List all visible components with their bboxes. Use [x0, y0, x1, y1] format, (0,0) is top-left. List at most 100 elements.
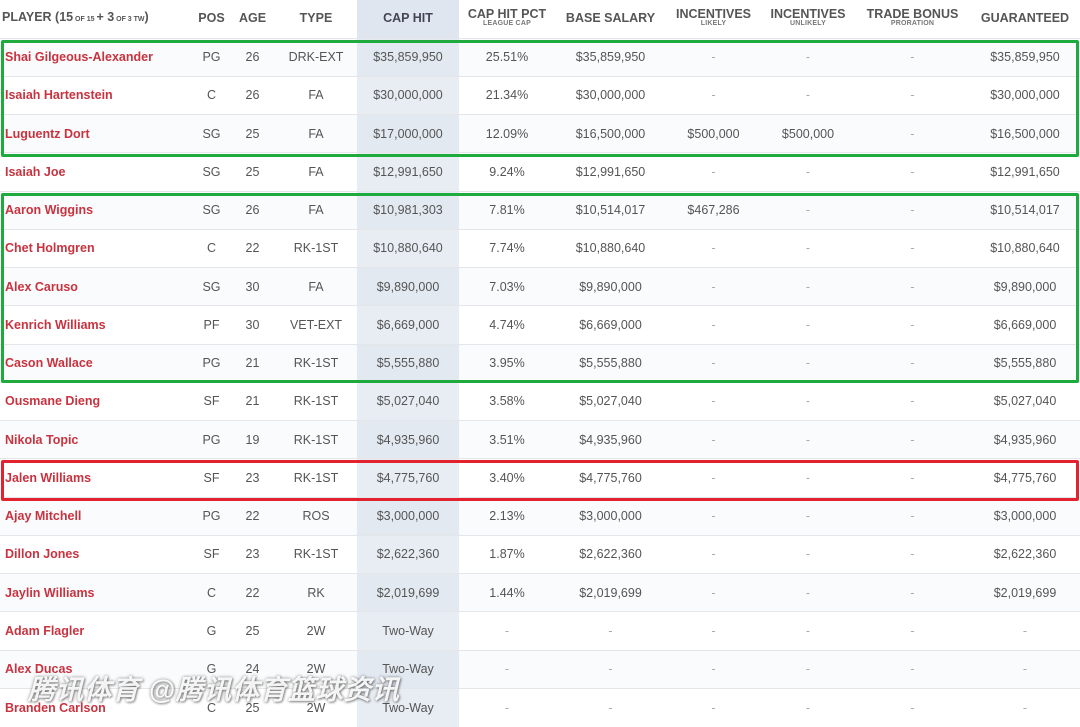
type-cell: ROS	[302, 509, 330, 524]
base-salary-cell: $5,027,040	[579, 394, 642, 409]
cap-hit-cell: Two-Way	[357, 688, 459, 727]
pos-cell: C	[206, 585, 217, 600]
age-cell: 26	[245, 88, 260, 103]
base-salary-cell: -	[608, 700, 613, 715]
player-cell[interactable]: Jaylin Williams	[5, 585, 95, 600]
trade-bonus-cell: -	[910, 509, 915, 524]
player-cell[interactable]: Nikola Topic	[5, 432, 79, 447]
cap-hit-cell: $3,000,000	[357, 497, 459, 536]
age-cell: 25	[245, 623, 260, 638]
type-cell: 2W	[306, 700, 326, 715]
trade-bonus-cell: -	[910, 241, 915, 256]
type-cell: RK	[307, 585, 325, 600]
player-cell[interactable]: Cason Wallace	[5, 356, 93, 371]
type-cell: 2W	[306, 662, 326, 677]
base-salary-cell: $4,935,960	[579, 432, 642, 447]
guaranteed-cell: $30,000,000	[990, 88, 1060, 103]
cap-hit-pct-cell: 1.87%	[489, 547, 525, 562]
player-cell[interactable]: Ajay Mitchell	[5, 509, 82, 524]
player-cell[interactable]: Alex Ducas	[5, 662, 73, 677]
player-cell[interactable]: Branden Carlson	[5, 700, 106, 715]
incentives-likely-cell: -	[711, 547, 716, 562]
table-row: Cason Wallace PG 21 RK-1ST $5,555,880 3.95% $5…	[0, 344, 1080, 383]
column-header-trade-bonus[interactable]: TRADE BONUS PRORATION	[866, 7, 959, 28]
cap-hit-cell: Two-Way	[357, 650, 459, 689]
incentives-likely-cell: -	[711, 50, 716, 65]
age-cell: 26	[245, 203, 260, 218]
player-cell[interactable]: Ousmane Dieng	[5, 394, 101, 409]
table-row: Dillon Jones SF 23 RK-1ST $2,622,360 1.87% $2,…	[0, 535, 1080, 574]
base-salary-cell: $16,500,000	[575, 126, 646, 141]
base-salary-cell: -	[608, 662, 613, 677]
cap-hit-pct-cell: 12.09%	[485, 126, 529, 141]
pos-cell: SG	[202, 164, 221, 179]
trade-bonus-cell: -	[910, 470, 915, 485]
pos-cell: PG	[202, 50, 221, 65]
player-cell[interactable]: Alex Caruso	[5, 279, 78, 294]
column-header-incentives-unlikely[interactable]: INCENTIVES UNLIKELY	[770, 7, 846, 28]
player-cell[interactable]: Luguentz Dort	[5, 126, 90, 141]
player-cell[interactable]: Adam Flagler	[5, 623, 85, 638]
base-salary-cell: $6,669,000	[579, 317, 642, 332]
pos-cell: PG	[202, 509, 221, 524]
age-cell: 23	[245, 470, 260, 485]
column-header-pos[interactable]: POS	[198, 11, 225, 26]
incentives-likely-cell: -	[711, 164, 716, 179]
guaranteed-cell: $5,555,880	[993, 356, 1057, 371]
type-cell: FA	[308, 164, 324, 179]
age-cell: 30	[245, 317, 260, 332]
base-salary-cell: $4,775,760	[579, 470, 642, 485]
column-header-base-salary[interactable]: BASE SALARY	[565, 11, 656, 26]
player-cell[interactable]: Shai Gilgeous-Alexander	[5, 50, 153, 65]
player-cell[interactable]: Isaiah Hartenstein	[5, 88, 113, 103]
age-cell: 26	[245, 50, 260, 65]
pos-cell: PG	[202, 356, 221, 371]
incentives-likely-cell: -	[711, 432, 716, 447]
cap-hit-cell: $12,991,650	[357, 152, 459, 191]
cap-hit-cell: $17,000,000	[357, 114, 459, 153]
player-cell[interactable]: Chet Holmgren	[5, 241, 95, 256]
trade-bonus-cell: -	[910, 394, 915, 409]
cap-hit-pct-cell: 25.51%	[485, 50, 529, 65]
player-cell[interactable]: Jalen Williams	[5, 470, 92, 485]
table-row: Ajay Mitchell PG 22 ROS $3,000,000 2.13% $3,00…	[0, 497, 1080, 536]
guaranteed-cell: $4,935,960	[993, 432, 1057, 447]
pos-cell: SG	[202, 126, 221, 141]
age-cell: 22	[245, 509, 260, 524]
base-salary-cell: $10,514,017	[575, 203, 646, 218]
cap-hit-cell: $30,000,000	[357, 76, 459, 115]
pos-cell: G	[206, 623, 217, 638]
base-salary-cell: $2,019,699	[579, 585, 642, 600]
incentives-unlikely-cell: -	[805, 203, 811, 218]
column-header-incentives-likely[interactable]: INCENTIVES LIKELY	[675, 7, 751, 28]
column-header-age[interactable]: AGE	[238, 11, 267, 26]
type-cell: FA	[308, 126, 324, 141]
table-row: Jalen Williams SF 23 RK-1ST $4,775,760 3.40% $…	[0, 458, 1080, 497]
table-row: Aaron Wiggins SG 26 FA $10,981,303 7.81% $10,5…	[0, 191, 1080, 230]
cap-hit-pct-cell: 7.03%	[489, 279, 525, 294]
trade-bonus-cell: -	[910, 623, 915, 638]
incentives-unlikely-cell: -	[805, 356, 811, 371]
column-header-guaranteed[interactable]: GUARANTEED	[980, 11, 1070, 26]
column-header-player[interactable]: PLAYER (15 OF 15 + 3 OF 3 TW)	[2, 10, 149, 25]
guaranteed-cell: -	[1022, 662, 1028, 677]
column-header-cap-hit[interactable]: CAP HIT	[357, 0, 459, 38]
column-header-type[interactable]: TYPE	[299, 11, 333, 26]
base-salary-cell: $10,880,640	[575, 241, 646, 256]
incentives-likely-cell: -	[711, 509, 716, 524]
table-row: Chet Holmgren C 22 RK-1ST $10,880,640 7.74% $1…	[0, 229, 1080, 268]
column-header-cap-hit-pct[interactable]: CAP HIT PCT LEAGUE CAP	[467, 7, 547, 28]
player-cell[interactable]: Dillon Jones	[5, 547, 80, 562]
player-cell[interactable]: Kenrich Williams	[5, 317, 106, 332]
age-cell: 21	[245, 356, 260, 371]
base-salary-cell: -	[608, 623, 613, 638]
age-cell: 22	[245, 585, 260, 600]
player-cell[interactable]: Aaron Wiggins	[5, 203, 94, 218]
cap-hit-pct-cell: 2.13%	[489, 509, 525, 524]
table-row: Ousmane Dieng SF 21 RK-1ST $5,027,040 3.58% $5…	[0, 382, 1080, 421]
cap-hit-pct-cell: 9.24%	[489, 164, 525, 179]
table-row: Nikola Topic PG 19 RK-1ST $4,935,960 3.51% $4,…	[0, 420, 1080, 459]
table-row: Luguentz Dort SG 25 FA $17,000,000 12.09% $16,…	[0, 114, 1080, 153]
incentives-likely-cell: -	[711, 585, 716, 600]
player-cell[interactable]: Isaiah Joe	[5, 164, 66, 179]
